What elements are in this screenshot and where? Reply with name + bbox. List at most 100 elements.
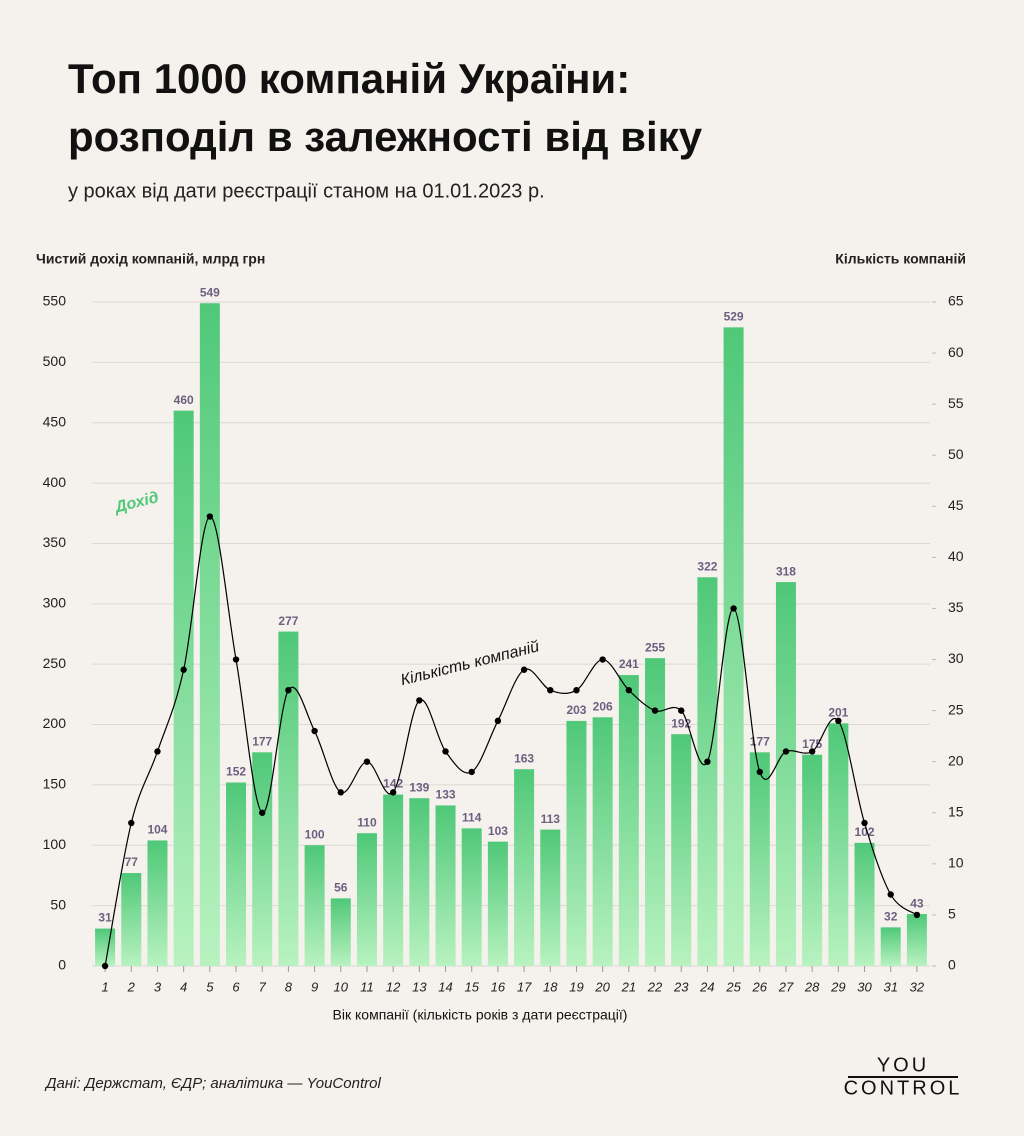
x-tick-label: 31 (883, 979, 897, 994)
count-point (625, 686, 633, 694)
bar (645, 658, 666, 966)
x-tick-label: 13 (412, 979, 427, 994)
y-tick-label: 400 (43, 474, 67, 490)
y-tick-label: 550 (43, 293, 67, 309)
value-label: 241 (619, 657, 639, 671)
y-axis-label: Чистий дохід компаній, млрд грн (36, 251, 265, 267)
logo: YOU (877, 1054, 929, 1076)
bar (435, 805, 456, 966)
y-tick-label: 500 (43, 353, 67, 369)
value-label: 139 (409, 780, 429, 794)
bar (671, 734, 692, 966)
x-tick-label: 6 (232, 979, 240, 994)
y-tick-label: 250 (43, 655, 67, 671)
x-tick-label: 24 (699, 979, 714, 994)
value-label: 203 (566, 703, 586, 717)
count-point (887, 891, 894, 898)
x-tick-label: 7 (259, 979, 267, 994)
y2-tick-label: 10 (948, 855, 964, 871)
x-tick-label: 18 (543, 979, 558, 994)
bar (514, 769, 535, 966)
count-point (573, 686, 580, 694)
y2-tick-label: 40 (948, 548, 964, 564)
value-label: 175 (802, 737, 822, 751)
x-tick-label: 23 (673, 979, 689, 994)
y2-tick-label: 45 (948, 497, 964, 513)
bar (173, 410, 194, 966)
x-tick-label: 27 (778, 979, 794, 994)
value-label: 104 (147, 823, 167, 837)
count-point (835, 717, 842, 725)
y-tick-label: 350 (43, 534, 67, 550)
logo: CONTROL (844, 1077, 963, 1099)
chart-title: розподіл в залежності від віку (68, 113, 703, 160)
x-tick-label: 29 (830, 979, 845, 994)
value-label: 152 (226, 765, 246, 779)
bar (592, 717, 613, 966)
y-tick-label: 150 (43, 776, 67, 792)
value-label: 114 (462, 811, 482, 825)
x-tick-label: 19 (569, 979, 583, 994)
x-tick-label: 12 (386, 979, 401, 994)
value-label: 110 (357, 815, 377, 829)
bar (278, 631, 299, 966)
x-tick-label: 28 (804, 979, 820, 994)
x-tick-label: 2 (127, 979, 136, 994)
y-tick-label: 100 (43, 836, 67, 852)
y2-tick-label: 55 (948, 395, 964, 411)
value-label: 142 (383, 777, 403, 791)
count-point (678, 707, 685, 714)
count-point (599, 656, 606, 663)
x-tick-label: 32 (910, 979, 925, 994)
y2-tick-label: 25 (948, 701, 964, 717)
y2-tick-label: 65 (948, 293, 964, 309)
y2-tick-label: 20 (948, 752, 964, 768)
bar (95, 928, 116, 966)
count-point (808, 748, 816, 755)
value-label: 201 (828, 706, 848, 720)
count-point (520, 666, 528, 673)
count-point (468, 768, 475, 776)
count-point (259, 809, 266, 816)
count-point (180, 666, 187, 673)
x-tick-label: 11 (360, 979, 374, 994)
y2-axis-label: Кількість компаній (835, 251, 966, 267)
count-point (206, 513, 214, 520)
bar (749, 752, 770, 966)
x-tick-label: 3 (154, 979, 162, 994)
bar (304, 845, 325, 966)
bar (775, 582, 796, 966)
count-line (104, 515, 918, 967)
bar (409, 798, 430, 966)
x-tick-label: 20 (594, 979, 610, 994)
x-tick-label: 4 (180, 979, 187, 994)
y-tick-label: 0 (58, 957, 66, 973)
count-point (337, 789, 344, 796)
bar (828, 723, 849, 966)
value-label: 102 (855, 825, 875, 839)
x-tick-label: 26 (752, 979, 768, 994)
y-tick-label: 200 (43, 715, 67, 731)
bar (618, 675, 639, 966)
x-tick-label: 21 (621, 979, 636, 994)
count-point (730, 605, 737, 612)
bar (880, 927, 901, 966)
y-tick-label: 450 (43, 413, 67, 429)
x-tick-label: 14 (438, 979, 452, 994)
bar (330, 898, 351, 966)
value-label: 56 (334, 881, 348, 895)
y2-tick-label: 0 (948, 957, 956, 973)
value-label: 460 (174, 393, 194, 407)
x-tick-label: 30 (857, 979, 872, 994)
bar (121, 873, 142, 966)
count-point (101, 962, 109, 970)
bar (802, 754, 823, 966)
bar (356, 833, 377, 966)
y2-tick-label: 15 (948, 803, 964, 819)
y-tick-label: 50 (50, 896, 66, 912)
value-label: 113 (541, 812, 561, 826)
bar (461, 828, 482, 966)
bar (147, 840, 168, 966)
count-point (547, 686, 554, 694)
bar (697, 577, 718, 966)
